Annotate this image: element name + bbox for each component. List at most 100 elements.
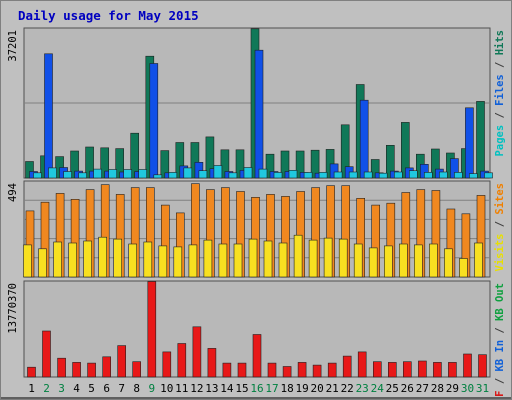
bar-pages-day-17 [273, 172, 283, 179]
day-label-5: 5 [88, 382, 95, 395]
legend: Visits / Sites [494, 183, 506, 272]
legend-entry: / [494, 321, 506, 340]
bar-pages-day-11 [183, 167, 193, 179]
axis-max-label: 494 [7, 183, 19, 202]
series-pages [33, 165, 493, 179]
legend-entry: / [494, 215, 506, 234]
bar-pages-day-30 [469, 173, 478, 179]
day-label-11: 11 [175, 382, 188, 395]
bar-kb-f-day-6 [102, 356, 111, 378]
bar-pages-day-18 [288, 170, 298, 179]
legend-entry: / [494, 55, 506, 74]
day-label-21: 21 [326, 382, 339, 395]
bar-visits-day-10 [158, 245, 168, 278]
bar-kb-f-day-19 [297, 362, 307, 378]
day-label-8: 8 [133, 382, 140, 395]
legend-entry: Pages [494, 125, 506, 157]
bar-hits-day-31 [476, 101, 485, 179]
day-label-19: 19 [295, 382, 308, 395]
bar-pages-day-19 [303, 172, 313, 179]
bar-kb-f-day-2 [42, 330, 51, 378]
day-label-14: 14 [220, 382, 234, 395]
day-label-23: 23 [356, 382, 369, 395]
bar-visits-day-14 [218, 243, 228, 278]
bar-kb-f-day-5 [87, 362, 96, 378]
bar-kb-f-day-8 [132, 361, 141, 378]
bar-pages-day-8 [138, 169, 147, 179]
bar-files-day-16 [254, 49, 264, 179]
bar-pages-day-1 [33, 172, 42, 179]
bar-visits-day-15 [233, 243, 243, 278]
bar-visits-day-17 [263, 240, 273, 278]
bar-visits-day-20 [308, 239, 318, 278]
legend-entry: / [494, 372, 506, 391]
day-label-26: 26 [401, 382, 414, 395]
bar-kb-f-day-30 [463, 353, 472, 378]
legend: Pages / Files / Hits [494, 30, 506, 156]
legend-entry: Hits [494, 30, 506, 55]
bar-kb-f-day-28 [433, 362, 442, 378]
bar-pages-day-7 [123, 169, 132, 179]
bar-pages-day-4 [78, 172, 87, 179]
bar-visits-day-5 [83, 240, 92, 278]
day-label-15: 15 [235, 382, 248, 395]
bar-pages-day-23 [363, 171, 373, 179]
legend-entry: KB Out [494, 283, 506, 321]
bar-visits-day-23 [353, 243, 363, 278]
bar-kb-f-day-24 [372, 361, 382, 378]
bar-kb-f-day-11 [177, 343, 187, 378]
day-label-28: 28 [431, 382, 444, 395]
bar-visits-day-21 [323, 237, 333, 278]
day-label-20: 20 [310, 382, 323, 395]
series-kb-f [27, 281, 487, 378]
bar-pages-day-14 [228, 172, 238, 179]
bar-files-day-2 [44, 53, 53, 179]
bar-pages-day-26 [408, 170, 418, 179]
bar-visits-day-2 [38, 248, 47, 278]
bar-kb-f-day-3 [57, 357, 66, 378]
bar-kb-f-day-12 [192, 326, 202, 378]
day-label-13: 13 [205, 382, 218, 395]
bar-pages-day-21 [333, 171, 343, 179]
bar-kb-f-day-15 [237, 362, 247, 378]
bar-kb-f-day-18 [282, 366, 292, 378]
bar-visits-day-26 [398, 243, 408, 278]
bar-kb-f-day-29 [448, 362, 457, 378]
day-label-24: 24 [371, 382, 385, 395]
bar-visits-day-25 [383, 245, 393, 278]
day-label-30: 30 [461, 382, 474, 395]
chart-title: Daily usage for May 2015 [18, 8, 199, 23]
day-label-22: 22 [341, 382, 354, 395]
bar-kb-f-day-17 [267, 362, 277, 378]
bar-pages-day-5 [93, 168, 102, 179]
bar-pages-day-22 [348, 171, 358, 179]
day-label-25: 25 [386, 382, 399, 395]
day-label-18: 18 [280, 382, 293, 395]
bar-visits-day-4 [68, 242, 77, 278]
panel-visits: 494 Visits / Sites [7, 180, 506, 278]
bar-visits-day-22 [338, 238, 348, 278]
bar-kb-f-day-16 [252, 334, 262, 378]
bar-kb-f-day-1 [27, 366, 36, 378]
day-label-3: 3 [58, 382, 65, 395]
bar-kb-f-day-14 [222, 362, 232, 378]
day-label-31: 31 [476, 382, 489, 395]
bar-pages-day-24 [378, 172, 388, 179]
bar-pages-day-12 [198, 170, 208, 179]
bar-visits-day-6 [98, 236, 107, 278]
axis-max-label: 13770370 [7, 283, 19, 334]
series-visits [23, 234, 483, 278]
bar-kb-f-day-27 [418, 360, 427, 378]
series-sites [25, 183, 486, 278]
legend-entry: Sites [494, 183, 506, 215]
bar-visits-day-11 [173, 246, 183, 278]
bar-pages-day-20 [318, 172, 328, 179]
bar-kb-f-day-4 [72, 362, 81, 378]
bar-visits-day-18 [278, 242, 288, 278]
day-label-9: 9 [148, 382, 155, 395]
bar-pages-day-25 [393, 171, 403, 179]
bar-pages-day-27 [423, 172, 433, 179]
bar-visits-day-9 [143, 241, 153, 278]
